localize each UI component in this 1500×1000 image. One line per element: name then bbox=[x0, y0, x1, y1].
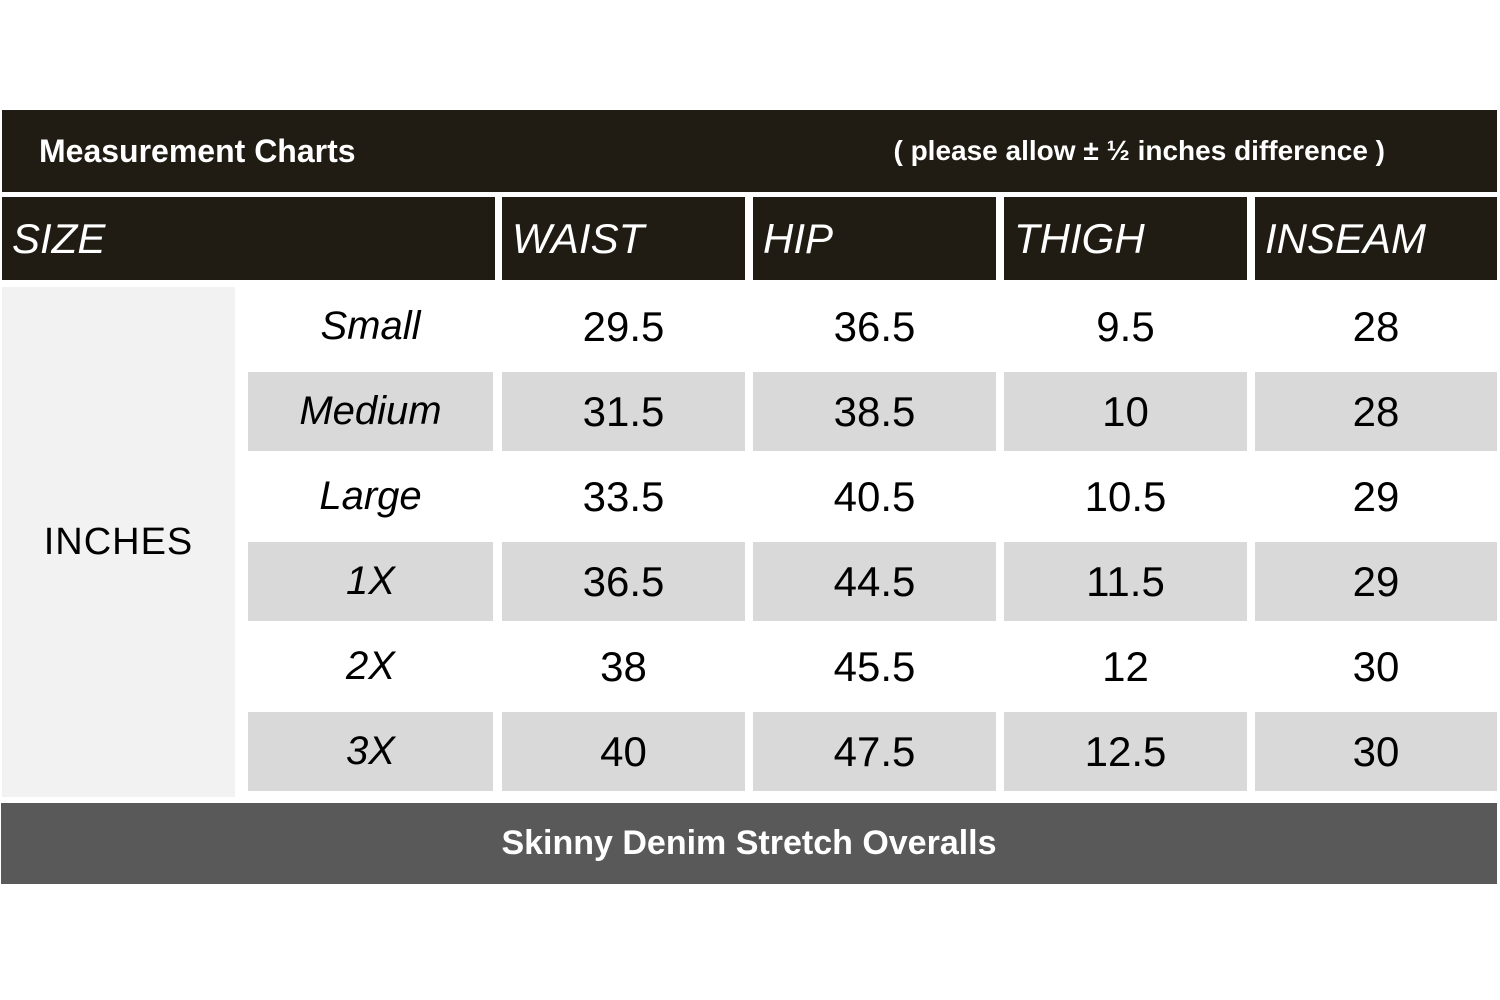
unit-label-cell: INCHES bbox=[2, 287, 235, 797]
hip-value-cell: 36.5 bbox=[753, 287, 996, 366]
size-name-cell: 1X bbox=[248, 542, 493, 621]
product-name-bar: Skinny Denim Stretch Overalls bbox=[1, 803, 1497, 884]
waist-value-cell: 31.5 bbox=[502, 372, 745, 451]
inseam-value-cell: 30 bbox=[1255, 627, 1497, 706]
chart-title: Measurement Charts bbox=[39, 132, 356, 169]
column-header-inseam: INSEAM bbox=[1255, 197, 1497, 280]
waist-value-cell: 33.5 bbox=[502, 457, 745, 536]
size-name-cell: Medium bbox=[248, 372, 493, 451]
column-header-hip: HIP bbox=[753, 197, 996, 280]
hip-value-cell: 40.5 bbox=[753, 457, 996, 536]
tolerance-note: ( please allow ± ½ inches difference ) bbox=[893, 135, 1385, 166]
thigh-value-cell: 12 bbox=[1004, 627, 1247, 706]
column-header-waist: WAIST bbox=[502, 197, 745, 280]
waist-value-cell: 29.5 bbox=[502, 287, 745, 366]
size-name-cell: 2X bbox=[248, 627, 493, 706]
table-row: Small 29.5 36.5 9.5 28 bbox=[0, 287, 1500, 372]
column-header-size: SIZE bbox=[2, 197, 495, 280]
title-bar: Measurement Charts ( please allow ± ½ in… bbox=[2, 110, 1497, 192]
column-header-thigh: THIGH bbox=[1004, 197, 1247, 280]
inseam-value-cell: 29 bbox=[1255, 457, 1497, 536]
product-name: Skinny Denim Stretch Overalls bbox=[501, 824, 997, 862]
hip-value-cell: 47.5 bbox=[753, 712, 996, 791]
table-row: 1X 36.5 44.5 11.5 29 bbox=[0, 542, 1500, 627]
waist-value-cell: 38 bbox=[502, 627, 745, 706]
inseam-value-cell: 30 bbox=[1255, 712, 1497, 791]
thigh-value-cell: 12.5 bbox=[1004, 712, 1247, 791]
thigh-value-cell: 10 bbox=[1004, 372, 1247, 451]
hip-value-cell: 38.5 bbox=[753, 372, 996, 451]
size-name-cell: Large bbox=[248, 457, 493, 536]
table-row: 2X 38 45.5 12 30 bbox=[0, 627, 1500, 712]
hip-value-cell: 44.5 bbox=[753, 542, 996, 621]
hip-value-cell: 45.5 bbox=[753, 627, 996, 706]
size-name-cell: Small bbox=[248, 287, 493, 366]
waist-value-cell: 40 bbox=[502, 712, 745, 791]
thigh-value-cell: 10.5 bbox=[1004, 457, 1247, 536]
inseam-value-cell: 28 bbox=[1255, 287, 1497, 366]
size-name-cell: 3X bbox=[248, 712, 493, 791]
thigh-value-cell: 11.5 bbox=[1004, 542, 1247, 621]
table-row: Medium 31.5 38.5 10 28 bbox=[0, 372, 1500, 457]
table-row: Large 33.5 40.5 10.5 29 bbox=[0, 457, 1500, 542]
inseam-value-cell: 28 bbox=[1255, 372, 1497, 451]
waist-value-cell: 36.5 bbox=[502, 542, 745, 621]
table-row: 3X 40 47.5 12.5 30 bbox=[0, 712, 1500, 797]
inseam-value-cell: 29 bbox=[1255, 542, 1497, 621]
thigh-value-cell: 9.5 bbox=[1004, 287, 1247, 366]
